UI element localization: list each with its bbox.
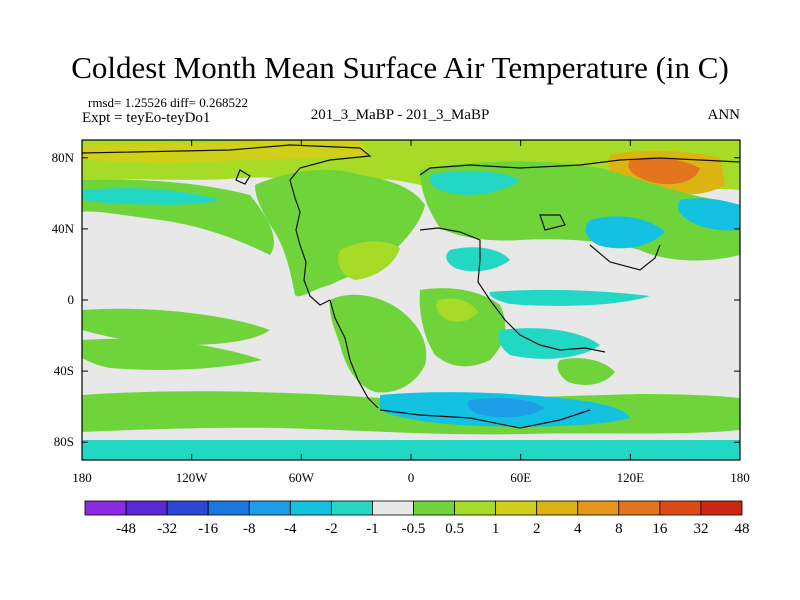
colorbar-label: -4 xyxy=(284,521,297,537)
colorbar-swatch xyxy=(700,500,743,516)
colorbar-swatch xyxy=(372,500,414,516)
colorbar-label: -1 xyxy=(366,521,379,537)
coast-island xyxy=(235,169,251,185)
y-axis: 80N 40N 0 40S 80S xyxy=(52,150,740,449)
plot-title: Coldest Month Mean Surface Air Temperatu… xyxy=(71,50,729,85)
x-tick-label: 60E xyxy=(510,470,531,485)
colorbar-swatch xyxy=(207,500,250,516)
experiment-label: Expt = teyEo-teyDo1 xyxy=(82,110,211,126)
colorbar-label: -0.5 xyxy=(402,521,426,537)
coast-antarctica xyxy=(379,409,591,429)
x-tick-label: 0 xyxy=(408,470,415,485)
temperature-field xyxy=(82,140,740,460)
x-tick-label: 180 xyxy=(730,470,750,485)
colorbar-label: 4 xyxy=(574,521,582,537)
field-northeast-asia-cool xyxy=(678,198,740,231)
coast-south-america xyxy=(329,299,379,409)
field-australia xyxy=(557,358,615,385)
colorbar-swatch xyxy=(125,500,168,516)
field-asia-cool xyxy=(585,216,665,249)
colorbar-swatch xyxy=(84,500,127,516)
colorbar-label: 16 xyxy=(652,521,668,537)
y-tick-label: 40N xyxy=(52,221,75,236)
comparison-label: 201_3_MaBP - 201_3_MaBP xyxy=(310,107,490,123)
field-siberia-hot xyxy=(628,157,700,185)
field-mideast-cool xyxy=(446,247,510,272)
field-europe-cool xyxy=(429,170,520,195)
colorbar-swatch xyxy=(413,500,455,516)
y-tick-label: 0 xyxy=(68,292,75,307)
colorbar-label: -32 xyxy=(157,521,177,537)
x-tick-label: 120E xyxy=(617,470,645,485)
x-tick-label: 120W xyxy=(176,470,209,485)
colorbar-swatch xyxy=(618,500,661,516)
colorbar-swatch xyxy=(659,500,702,516)
colorbar: -48 -32 -16 -8 -4 -2 -1 -0.5 0.5 1 2 4 8 16 32 48 xyxy=(84,500,750,537)
coast-asia-south xyxy=(589,244,661,271)
colorbar-swatch xyxy=(577,500,620,516)
colorbar-label: 0.5 xyxy=(445,521,464,537)
x-axis: 180 120W 60W 0 60E 120E 180 xyxy=(72,140,750,485)
colorbar-label: 48 xyxy=(735,521,750,537)
y-tick-label: 40S xyxy=(54,363,74,378)
field-south-pacific-band xyxy=(82,338,262,370)
season-label: ANN xyxy=(707,107,741,123)
colorbar-swatch xyxy=(454,500,497,516)
colorbar-label: 32 xyxy=(693,521,708,537)
x-tick-label: 180 xyxy=(72,470,92,485)
colorbar-swatch xyxy=(248,500,291,516)
colorbar-label: 8 xyxy=(615,521,623,537)
colorbar-swatch xyxy=(289,500,332,516)
y-tick-label: 80N xyxy=(52,150,75,165)
field-indian-ocean-band xyxy=(489,289,650,306)
colorbar-label: 1 xyxy=(492,521,500,537)
colorbar-swatch xyxy=(330,500,373,516)
field-tropical-pacific-band xyxy=(82,308,270,345)
colorbar-label: -48 xyxy=(116,521,136,537)
colorbar-swatch xyxy=(166,500,209,516)
rmsd-diff-stats: rmsd= 1.25526 diff= 0.268522 xyxy=(88,95,248,110)
field-north-america-warm xyxy=(338,241,400,280)
coast-africa xyxy=(419,227,606,353)
colorbar-swatch xyxy=(495,500,538,516)
field-antarctic-cold xyxy=(467,398,545,418)
coast-eurasia-north xyxy=(419,157,740,176)
field-south-pole-band xyxy=(82,440,740,460)
colorbar-swatch xyxy=(536,500,579,516)
field-south-indian-cool xyxy=(498,328,600,359)
coastlines xyxy=(82,144,740,429)
field-africa-warm xyxy=(436,298,478,322)
colorbar-label: -16 xyxy=(198,521,218,537)
field-north-pacific-cool xyxy=(82,188,220,205)
coast-inland-sea xyxy=(539,214,566,231)
field-north-america xyxy=(255,169,425,297)
x-tick-label: 60W xyxy=(289,470,315,485)
colorbar-label: -8 xyxy=(243,521,256,537)
colorbar-label: -2 xyxy=(325,521,338,537)
coast-north-america xyxy=(82,144,372,306)
y-tick-label: 80S xyxy=(54,434,74,449)
colorbar-label: 2 xyxy=(533,521,541,537)
